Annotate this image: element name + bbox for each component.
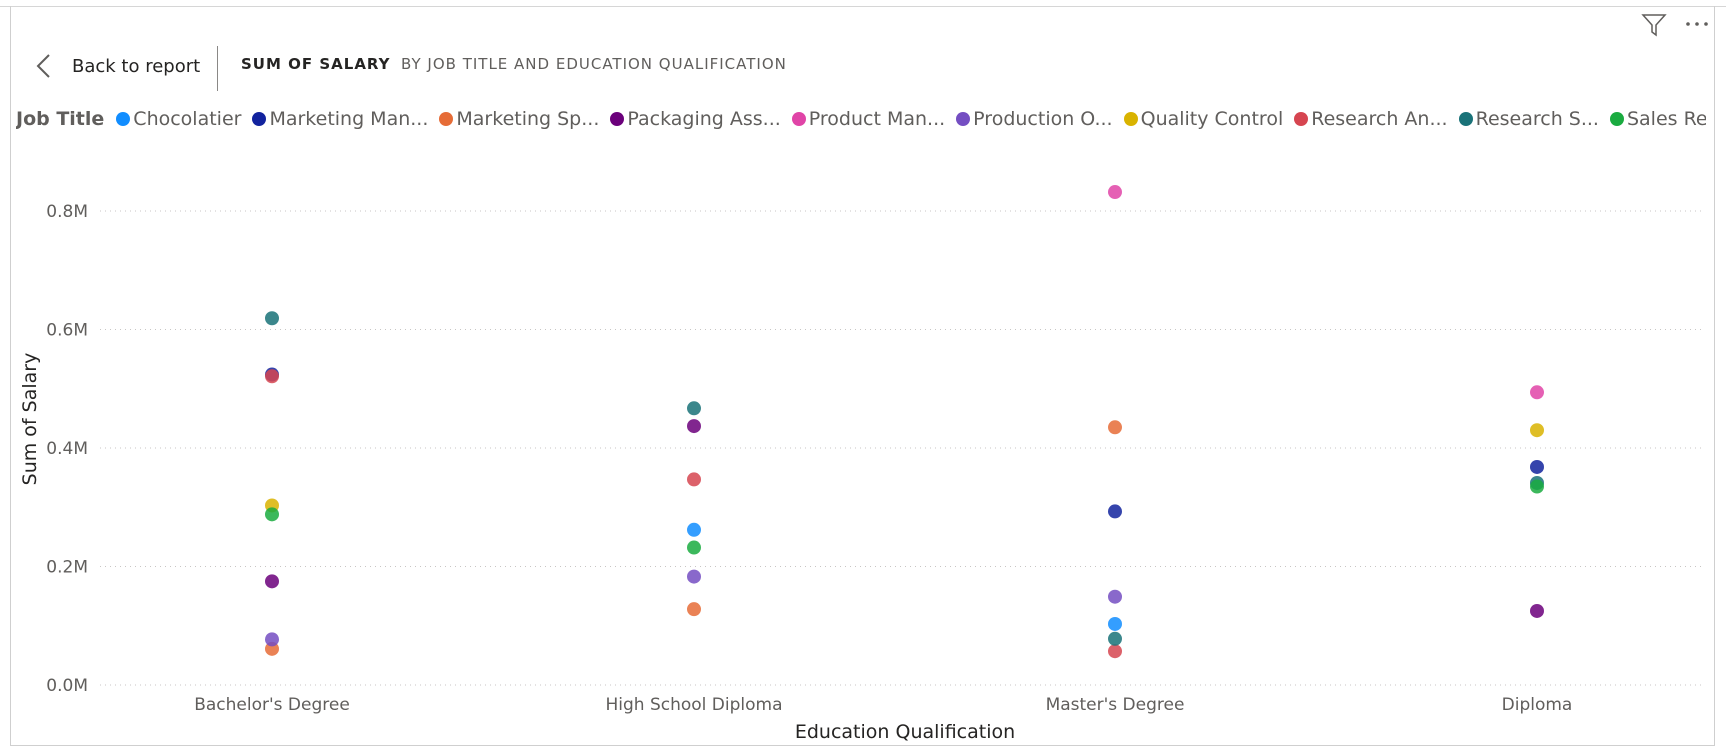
- legend-marker: [610, 112, 625, 126]
- back-to-report-button[interactable]: Back to report: [34, 50, 200, 82]
- data-point: [265, 574, 279, 589]
- data-point: [265, 369, 279, 384]
- data-point: [1108, 631, 1122, 646]
- y-tick-label: 0.6M: [46, 321, 88, 341]
- chevron-left-icon: [36, 54, 50, 78]
- visual-title: SUM OF SALARY: [241, 55, 391, 73]
- legend-items: Chocolatier Marketing Man... Marketing Sp.…: [116, 108, 1706, 130]
- legend-marker: [252, 112, 267, 126]
- x-axis-title: Education Qualification: [795, 721, 1015, 743]
- legend-label: Chocolatier: [133, 108, 242, 130]
- legend-title: Job Title: [16, 108, 105, 130]
- data-point: [1530, 423, 1544, 438]
- y-tick-label: 0.8M: [46, 202, 88, 222]
- data-point: [1108, 185, 1122, 200]
- filter-icon[interactable]: [1641, 13, 1667, 37]
- data-point: [1530, 459, 1544, 474]
- data-point: [687, 602, 701, 617]
- legend-item[interactable]: Research S...: [1458, 108, 1599, 130]
- back-to-report-label: Back to report: [72, 55, 201, 77]
- legend-marker: [791, 112, 806, 126]
- data-point: [687, 522, 701, 537]
- data-point: [1108, 589, 1122, 604]
- data-point: [687, 472, 701, 487]
- data-point: [1530, 385, 1544, 400]
- visual-frame: [10, 6, 1715, 746]
- legend-item[interactable]: Chocolatier: [116, 108, 241, 130]
- legend-label: Research An...: [1311, 108, 1448, 130]
- visual-subtitle: BY JOB TITLE AND EDUCATION QUALIFICATION: [401, 55, 787, 73]
- legend-label: Quality Control: [1140, 108, 1284, 130]
- y-axis-title: Sum of Salary: [19, 353, 41, 486]
- x-tick-label: Master's Degree: [1046, 695, 1185, 715]
- legend-marker: [1123, 112, 1138, 126]
- top-strip: [0, 0, 1726, 7]
- legend-label: Production O...: [973, 108, 1113, 130]
- legend-label: Sales Repres...: [1626, 108, 1706, 130]
- legend-marker: [116, 112, 131, 126]
- data-point: [687, 401, 701, 416]
- legend-label: Packaging Ass...: [627, 108, 781, 130]
- legend-label: Marketing Sp...: [456, 108, 600, 130]
- data-point: [687, 419, 701, 434]
- legend-item[interactable]: Production O...: [956, 108, 1113, 130]
- legend-marker: [1458, 112, 1473, 126]
- legend-marker: [1294, 112, 1309, 126]
- legend-marker: [439, 112, 454, 126]
- legend-marker: [956, 112, 971, 126]
- data-point: [1108, 616, 1122, 631]
- legend-item[interactable]: Research An...: [1294, 108, 1448, 130]
- data-point: [265, 507, 279, 522]
- y-tick-label: 0.2M: [46, 558, 88, 578]
- legend-item[interactable]: Quality Control: [1123, 108, 1284, 130]
- data-point: [1108, 504, 1122, 519]
- legend-item[interactable]: Packaging Ass...: [610, 108, 781, 130]
- legend-item[interactable]: Marketing Sp...: [439, 108, 599, 130]
- y-tick-label: 0.4M: [46, 439, 88, 459]
- legend-label: Product Man...: [808, 108, 946, 130]
- x-tick-label: Bachelor's Degree: [194, 695, 350, 715]
- legend-item[interactable]: Sales Repres...: [1609, 108, 1706, 130]
- legend-label: Research S...: [1475, 108, 1599, 130]
- legend-item[interactable]: Product Man...: [791, 108, 946, 130]
- data-point: [1108, 644, 1122, 659]
- chart-legend: Job Title Chocolatier Marketing Man... Mar…: [16, 106, 1706, 132]
- data-point: [265, 311, 279, 326]
- legend-marker: [1609, 112, 1624, 126]
- x-tick-label: High School Diploma: [605, 695, 782, 715]
- x-tick-label: Diploma: [1502, 695, 1573, 715]
- data-point: [687, 540, 701, 555]
- data-point: [1530, 603, 1544, 618]
- legend-label: Marketing Man...: [269, 108, 429, 130]
- data-point: [1530, 479, 1544, 494]
- y-tick-label: 0.0M: [46, 676, 88, 696]
- more-options-icon[interactable]: [1683, 12, 1711, 36]
- header-divider: [217, 46, 218, 91]
- data-point: [265, 632, 279, 647]
- data-point: [1108, 420, 1122, 435]
- data-point: [687, 569, 701, 584]
- legend-item[interactable]: Marketing Man...: [252, 108, 428, 130]
